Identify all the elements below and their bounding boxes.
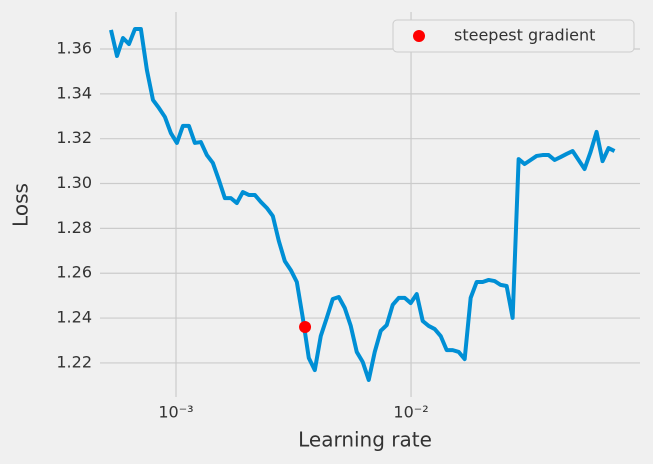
legend-box <box>392 19 635 53</box>
x-axis-label: Learning rate <box>298 428 432 452</box>
y-tick-label: 1.22 <box>56 352 92 371</box>
y-tick-label: 1.30 <box>56 173 92 192</box>
scatter-point <box>299 321 312 334</box>
legend-label: steepest gradient <box>454 26 595 45</box>
loss-line <box>109 27 616 382</box>
y-tick-label: 1.36 <box>56 38 92 57</box>
y-tick-label: 1.32 <box>56 128 92 147</box>
y-tick-label: 1.28 <box>56 218 92 237</box>
y-tick-label: 1.26 <box>56 263 92 282</box>
legend-marker <box>413 30 425 42</box>
y-tick-label: 1.24 <box>56 308 92 327</box>
x-tick-label: 10⁻² <box>393 403 428 422</box>
y-tick-label: 1.34 <box>56 83 92 102</box>
x-tick-label: 10⁻³ <box>158 403 193 422</box>
y-axis-label: Loss <box>9 183 33 227</box>
